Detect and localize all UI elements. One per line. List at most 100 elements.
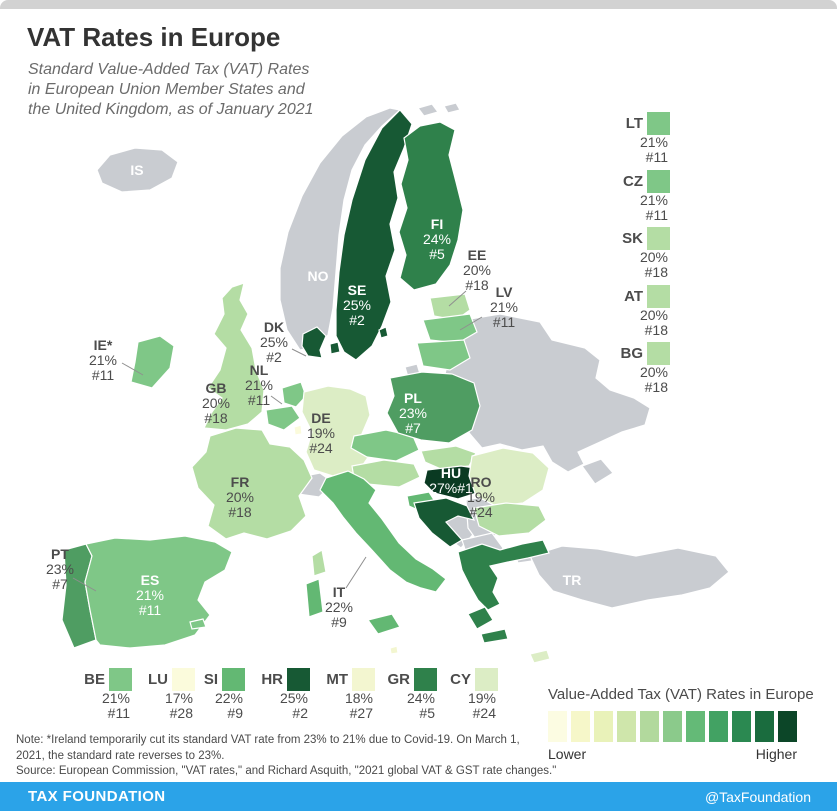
country-fr [191, 427, 313, 540]
color-swatch [352, 668, 375, 691]
country-hr [413, 497, 476, 548]
map-label-ro: RO 19% #24 [467, 475, 495, 520]
subtitle-line: the United Kingdom, as of January 2021 [28, 101, 314, 118]
country-code: PL [404, 390, 422, 406]
map-label-fr: FR 20% #18 [226, 475, 254, 520]
map-label-no: NO [308, 269, 329, 284]
country-it [319, 470, 447, 593]
social-handle: @TaxFoundation [704, 788, 811, 805]
legend-ramp-step [571, 711, 590, 742]
map-label-hu: HU 27%#1 [429, 466, 473, 496]
legend-higher-label: Higher [755, 746, 797, 762]
vat-rank: #24 [469, 504, 493, 520]
vat-rank: #11 [107, 705, 130, 721]
vat-rank: #24 [309, 440, 333, 456]
vat-rate: 19% [466, 489, 496, 505]
country-code: SE [347, 282, 367, 298]
country-code: NO [307, 268, 329, 284]
vat-rate: 19% [467, 690, 496, 706]
map-label-gb: GB 20% #18 [202, 381, 230, 426]
legend-ramp-step [663, 711, 682, 742]
vat-rank: #2 [292, 705, 308, 721]
country-gb [203, 282, 265, 431]
country-code: HR [261, 671, 283, 688]
map-label-dk: DK 25% #2 [260, 320, 288, 365]
map-label-ee: EE 20% #18 [463, 248, 491, 293]
vat-rank: #11 [91, 367, 115, 383]
country-nl [281, 381, 307, 408]
map-label-nl: NL 21% #11 [245, 363, 273, 408]
source-line: Source: European Commission, "VAT rates,… [16, 765, 557, 777]
country-code: GB [205, 380, 227, 396]
country-mt [389, 645, 399, 655]
vat-rate: 20% [639, 364, 668, 380]
vat-rank: #11 [247, 392, 271, 408]
country-bg [473, 502, 547, 537]
color-swatch [647, 112, 670, 135]
country-code: FR [230, 474, 250, 490]
vat-rate: 24% [406, 690, 435, 706]
country-se [335, 109, 413, 361]
page-title: VAT Rates in Europe [27, 22, 281, 52]
country-code: MT [326, 671, 348, 688]
map-label-pl: PL 23% #7 [399, 391, 427, 436]
country-ro [468, 447, 550, 507]
legend-entry-sk: SK 20% #18 [612, 227, 670, 280]
top-edge-strip [0, 0, 837, 9]
vat-rate: 23% [398, 405, 428, 421]
vat-rate: 21% [244, 377, 274, 393]
vat-rate: 21% [489, 299, 519, 315]
vat-rank: #27 [349, 705, 373, 721]
country-be [265, 405, 301, 431]
country-code: EE [467, 247, 487, 263]
country-code: BG [620, 345, 644, 362]
legend-ramp-step [640, 711, 659, 742]
vat-rank: #2 [266, 349, 282, 365]
note-line: Note: *Ireland temporarily cut its stand… [16, 734, 520, 746]
country-dk [301, 326, 327, 359]
legend-end-labels: Lower Higher [548, 746, 797, 762]
vat-rate: 21% [639, 192, 668, 208]
vat-rate: 22% [214, 690, 243, 706]
legend-entry-si: SI 22% #9 [187, 668, 245, 721]
color-legend: Value-Added Tax (VAT) Rates in Europe Lo… [548, 686, 830, 762]
vat-rate: 25% [259, 334, 289, 350]
label-pointer-line [459, 316, 483, 331]
color-swatch [475, 668, 498, 691]
region-svalbard [443, 102, 461, 114]
page-subtitle: Standard Value-Added Tax (VAT) Rates in … [28, 60, 314, 120]
legend-entry-hr: HR 25% #2 [252, 668, 310, 721]
vat-rate: 21% [88, 352, 118, 368]
vat-rank: #5 [429, 246, 445, 262]
country-se [378, 326, 389, 339]
country-code: CZ [623, 173, 643, 190]
country-es [189, 618, 207, 630]
footer-bar: TAX FOUNDATION @TaxFoundation [0, 782, 837, 811]
label-pointer-line [270, 395, 283, 405]
vat-rate: 20% [201, 395, 231, 411]
country-code: DE [311, 410, 331, 426]
country-code: AT [624, 288, 643, 305]
vat-rank: #28 [169, 705, 193, 721]
legend-entry-lu: LU 17% #28 [137, 668, 195, 721]
country-code: BE [84, 671, 105, 688]
vat-rate: 21% [101, 690, 130, 706]
vat-rate: 21% [639, 134, 668, 150]
vat-rate: 25% [279, 690, 308, 706]
color-swatch [647, 170, 670, 193]
vat-rank: #11 [645, 149, 668, 165]
country-tr [529, 545, 730, 609]
country-code: IE* [93, 337, 113, 353]
country-gr [480, 628, 509, 644]
country-cz [350, 429, 420, 462]
map-label-lv: LV 21% #11 [490, 285, 518, 330]
country-lu [293, 424, 303, 436]
legend-entry-cz: CZ 21% #11 [612, 170, 670, 223]
region-svalbard [416, 103, 440, 117]
country-code: TR [562, 572, 582, 588]
map-label-se: SE 25% #2 [343, 283, 371, 328]
note-line: 2021, the standard rate reverses to 23%. [16, 749, 225, 762]
country-gr [467, 606, 494, 630]
vat-rate: 23% [45, 561, 75, 577]
